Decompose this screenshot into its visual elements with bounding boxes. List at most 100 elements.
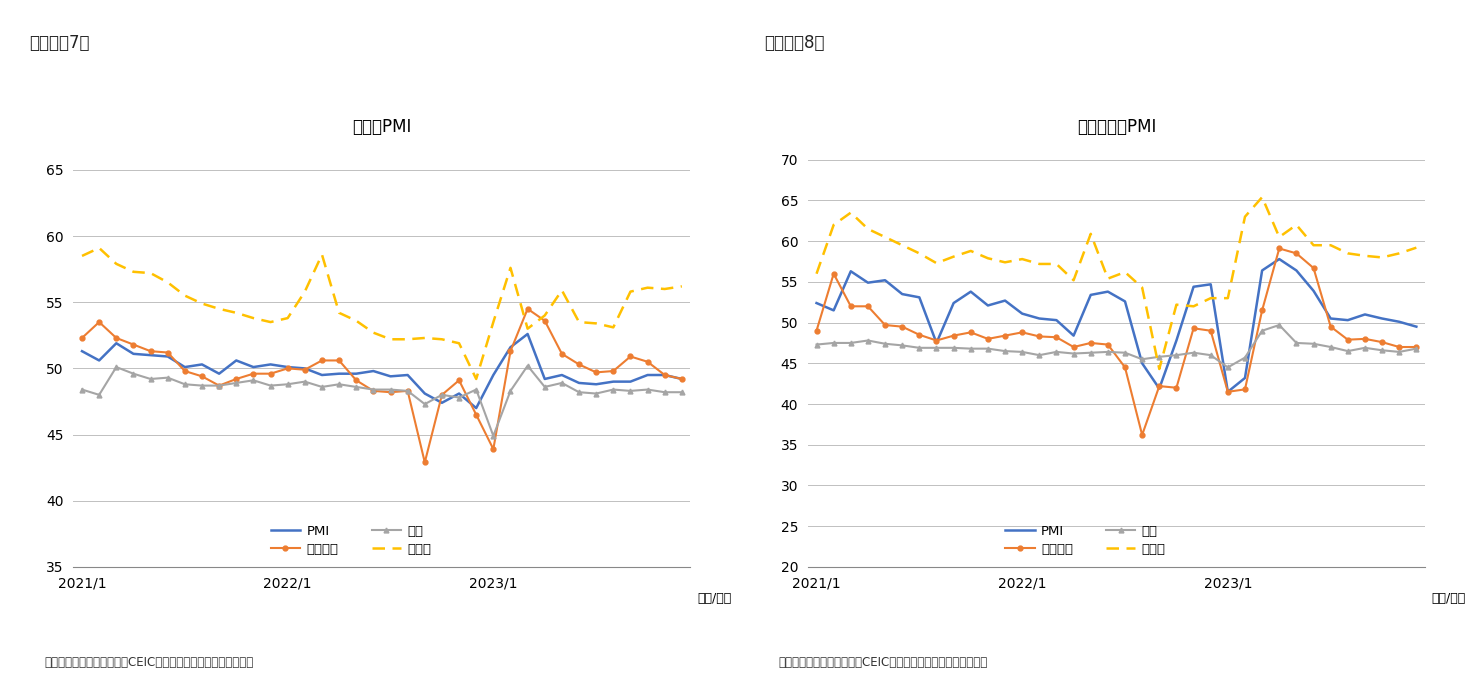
先行き [604,323,621,331]
新規受注 [536,317,554,325]
PMI [416,389,433,398]
PMI [604,378,621,386]
PMI [621,378,639,386]
雇用 [1150,352,1168,361]
雇用 [1219,363,1237,372]
新規受注 [244,370,261,378]
先行き [141,269,159,277]
新規受注 [893,322,911,331]
雇用 [1168,351,1185,359]
雇用 [1047,348,1065,356]
雇用 [893,342,911,350]
Line: 先行き: 先行き [817,197,1416,369]
雇用 [1065,350,1083,358]
雇用 [1202,351,1219,359]
先行き [876,233,893,241]
Text: （図表－8）: （図表－8） [764,34,824,52]
PMI [295,364,313,372]
先行き [1253,193,1271,201]
PMI [364,367,382,375]
雇用 [1253,326,1271,335]
先行き [1407,244,1425,252]
Line: 先行き: 先行き [82,248,682,379]
新規受注 [842,302,859,310]
雇用 [876,339,893,348]
新規受注 [1235,385,1253,393]
PMI [176,363,194,371]
PMI [673,375,690,383]
新規受注 [501,347,519,355]
雇用 [313,382,331,391]
PMI [655,371,673,379]
先行き [398,335,416,344]
雇用 [467,385,485,393]
PMI [1374,314,1391,322]
PMI [210,370,228,378]
Title: 製造業PMI: 製造業PMI [353,118,411,137]
雇用 [192,382,210,390]
雇用 [859,337,877,345]
先行き [552,286,570,294]
雇用 [655,388,673,396]
先行き [467,375,485,383]
新規受注 [1065,343,1083,351]
PMI [73,347,91,355]
新規受注 [604,367,621,375]
新規受注 [1338,335,1356,344]
PMI [313,371,331,379]
新規受注 [962,329,980,337]
雇用 [570,388,588,396]
新規受注 [141,347,159,355]
新規受注 [1253,306,1271,314]
雇用 [588,389,605,398]
雇用 [1356,344,1374,352]
新規受注 [176,367,194,375]
雇用 [1184,348,1202,357]
先行き [536,311,554,320]
PMI [433,399,451,407]
雇用 [1031,351,1049,359]
先行き [1099,275,1116,283]
先行き [1134,283,1152,292]
新規受注 [1116,363,1134,372]
新規受注 [1168,384,1185,392]
PMI [876,276,893,284]
雇用 [347,382,364,391]
PMI [1338,316,1356,324]
PMI [1014,309,1031,318]
先行き [1065,276,1083,284]
新規受注 [1014,329,1031,337]
新規受注 [1374,338,1391,346]
雇用 [978,344,996,352]
雇用 [911,344,928,352]
PMI [928,339,946,347]
PMI [347,370,364,378]
先行き [501,264,519,272]
先行き [1322,241,1340,249]
Legend: PMI, 新規受注, 雇用, 先行き: PMI, 新規受注, 雇用, 先行き [270,525,432,556]
新規受注 [485,445,502,454]
PMI [192,361,210,369]
先行き [808,270,826,278]
新規受注 [570,361,588,369]
Line: 新規受注: 新規受注 [79,307,685,464]
先行き [1356,252,1374,260]
新規受注 [1304,264,1322,272]
先行き [1338,249,1356,257]
先行き [570,318,588,326]
新規受注 [945,331,962,339]
新規受注 [928,337,946,345]
先行き [279,314,297,322]
先行き [639,283,657,292]
先行き [826,221,843,229]
雇用 [141,375,159,383]
新規受注 [1099,341,1116,348]
Legend: PMI, 新規受注, 雇用, 先行き: PMI, 新規受注, 雇用, 先行き [1005,525,1166,556]
雇用 [621,387,639,395]
先行き [1150,365,1168,373]
PMI [1390,318,1407,326]
雇用 [73,385,91,393]
先行き [1271,233,1288,241]
先行き [996,258,1014,266]
PMI [382,372,400,380]
